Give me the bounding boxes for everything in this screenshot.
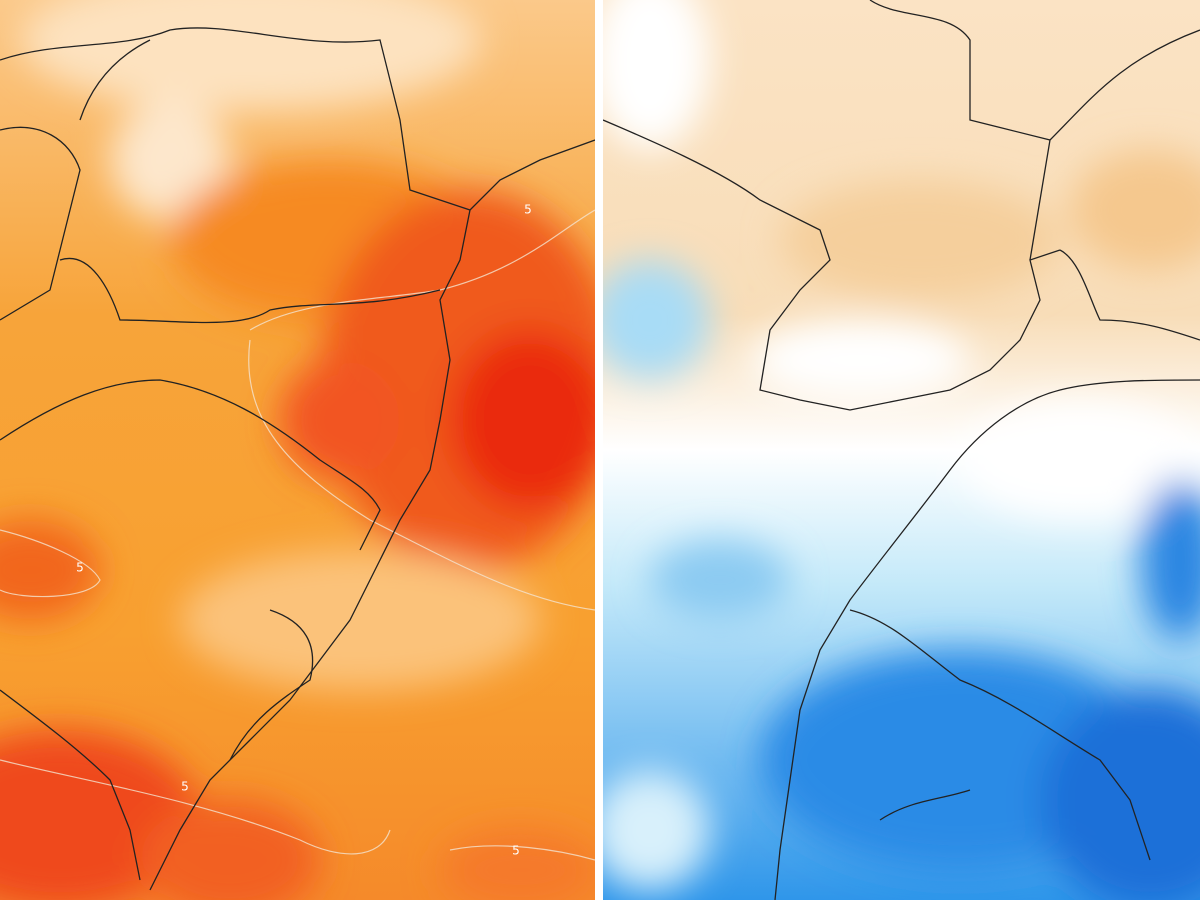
right-map: [603, 0, 1200, 900]
contour-label: 5: [512, 844, 520, 858]
divider: [595, 0, 603, 900]
contour-label: 5: [76, 561, 84, 575]
contour-label: 5: [181, 780, 189, 794]
contour-label: 5: [524, 203, 532, 217]
left-map: [0, 0, 595, 900]
